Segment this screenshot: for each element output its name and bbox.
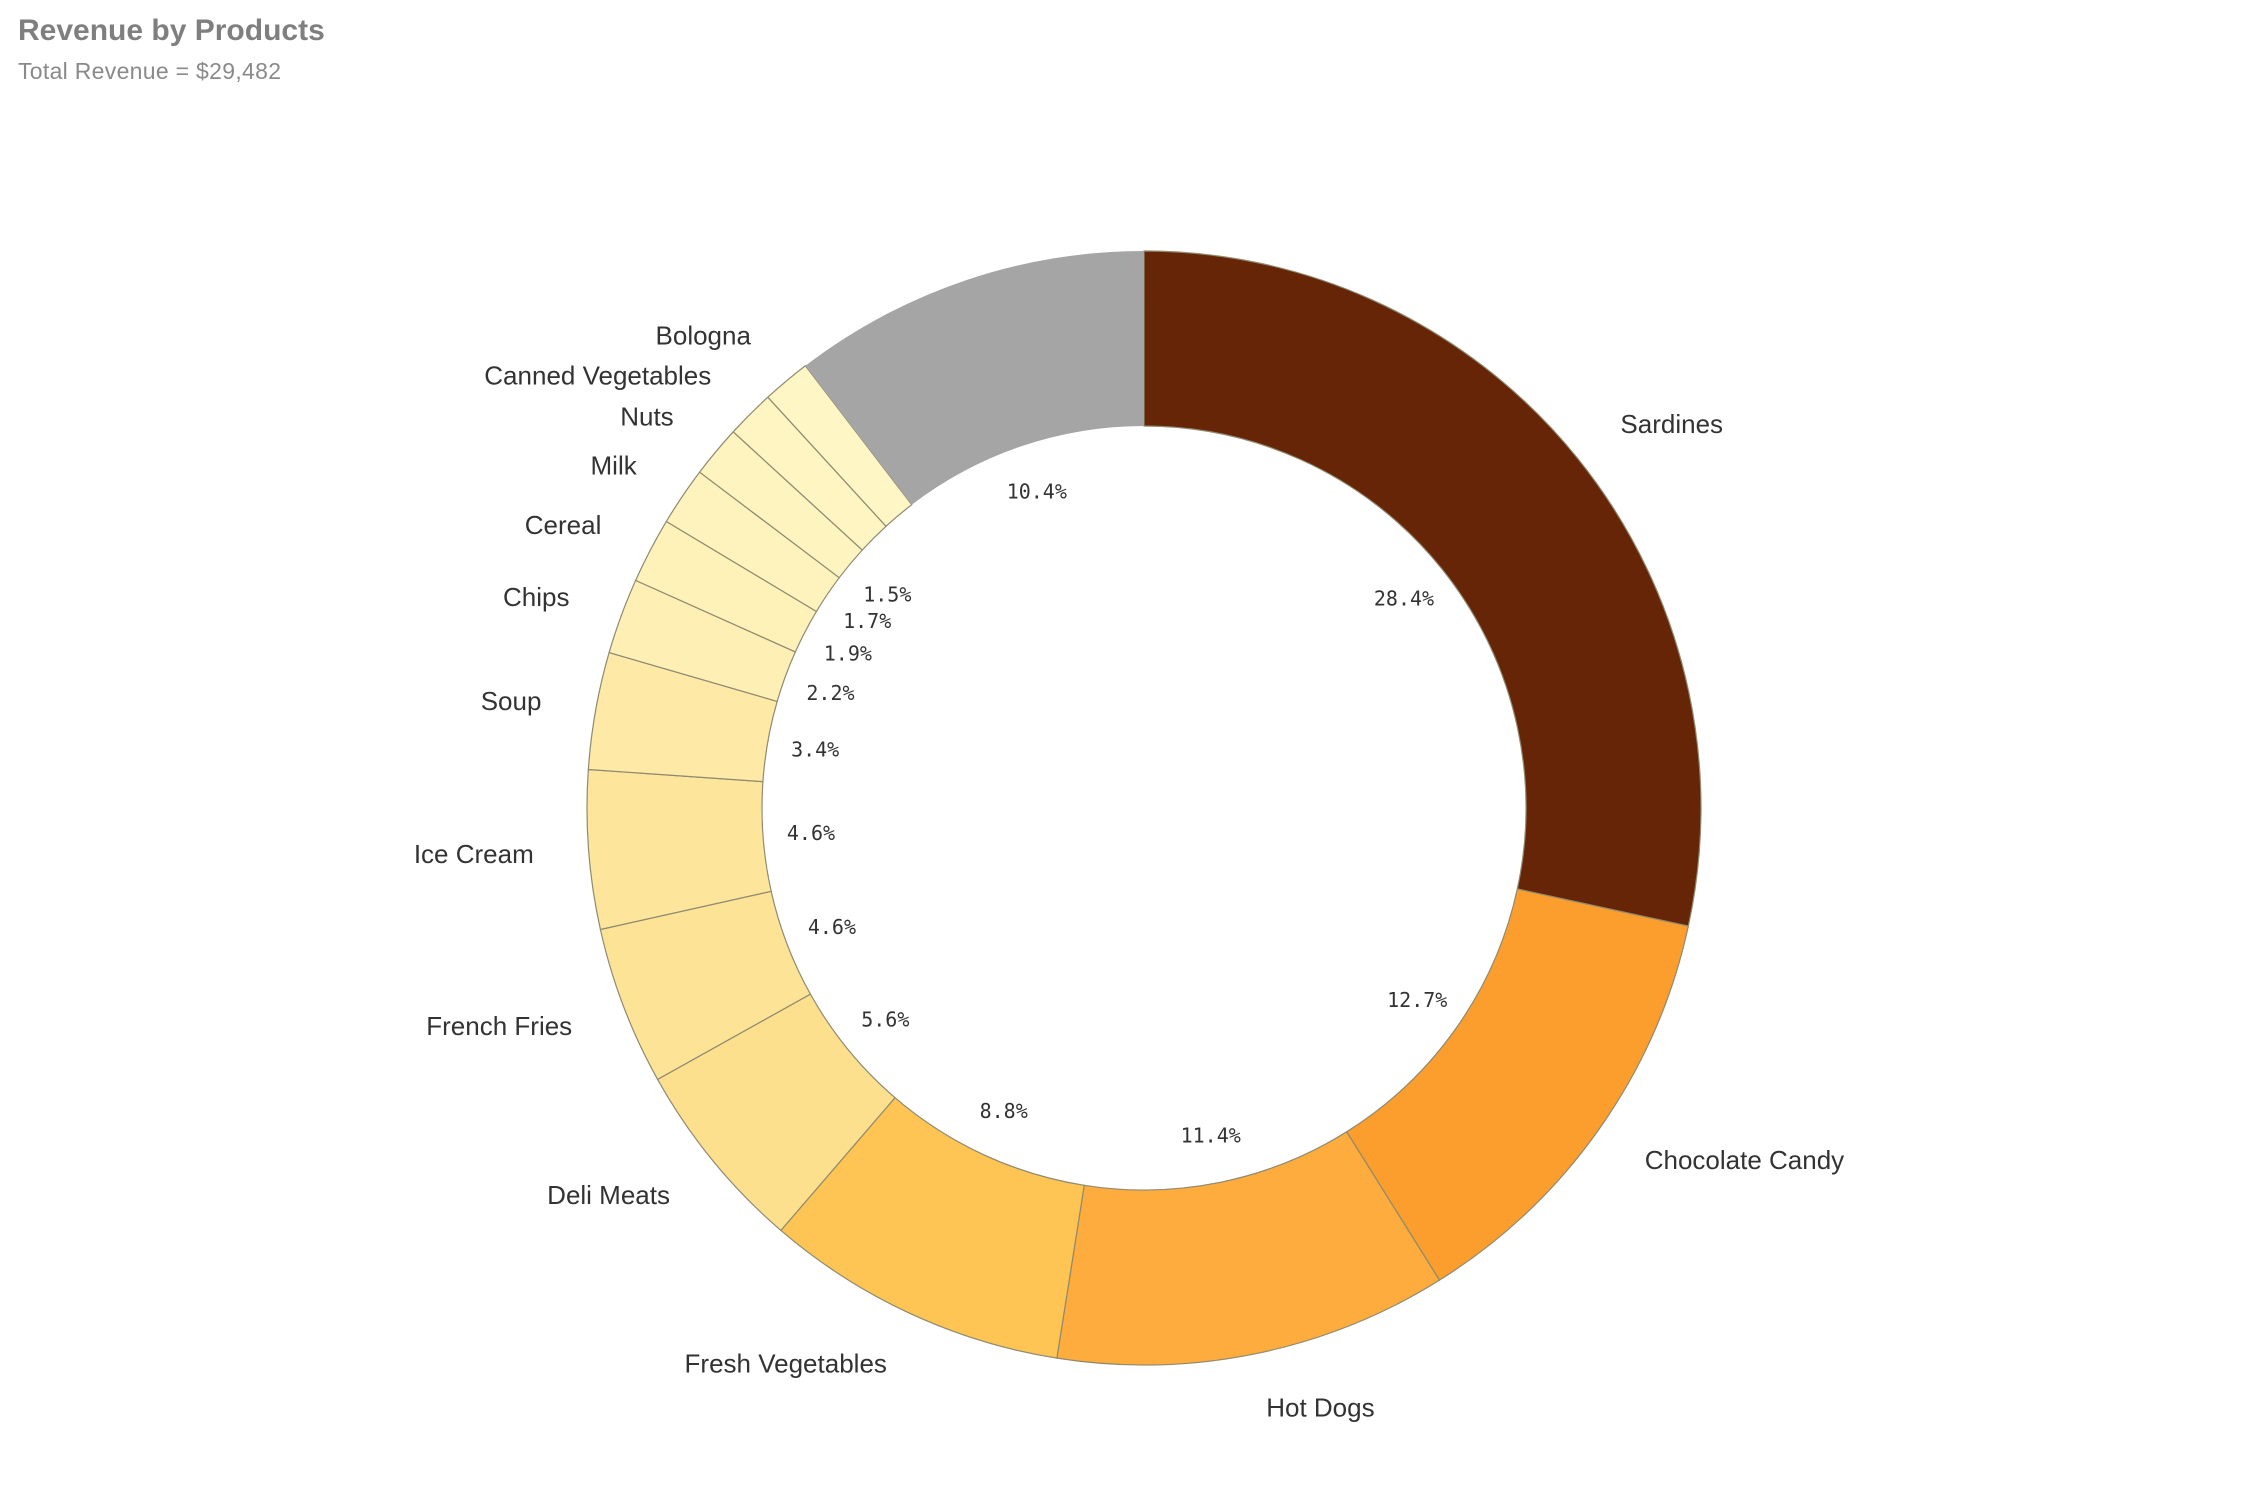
category-label: Sardines xyxy=(1620,409,1723,439)
data-label: 3.4% xyxy=(791,738,839,762)
data-label: 1.7% xyxy=(843,609,891,633)
slice-bologna[interactable] xyxy=(766,364,913,528)
category-label: Hot Dogs xyxy=(1266,1393,1374,1423)
category-label: French Fries xyxy=(426,1011,572,1041)
category-label: Ice Cream xyxy=(414,839,534,869)
chart-subtitle: Total Revenue = $29,482 xyxy=(18,58,282,84)
category-label: Fresh Vegetables xyxy=(685,1348,887,1378)
data-label: 12.7% xyxy=(1387,988,1447,1012)
category-label: Chips xyxy=(503,582,569,612)
data-label: 2.2% xyxy=(806,681,854,705)
data-label: 1.5% xyxy=(863,582,911,606)
chart-title: Revenue by Products xyxy=(18,14,325,47)
data-label: 28.4% xyxy=(1374,586,1434,610)
category-label: Soup xyxy=(481,686,542,716)
category-label: Deli Meats xyxy=(547,1180,670,1210)
category-label: Canned Vegetables xyxy=(484,360,711,390)
category-label: Nuts xyxy=(620,401,673,431)
category-label: Cereal xyxy=(525,510,602,540)
data-label: 5.6% xyxy=(861,1007,909,1031)
category-label: Milk xyxy=(591,451,638,481)
category-label: Chocolate Candy xyxy=(1645,1145,1844,1175)
slice-sardines[interactable] xyxy=(1143,250,1702,927)
data-label: 4.6% xyxy=(787,821,835,845)
data-label: 8.8% xyxy=(980,1099,1028,1123)
data-label: 1.9% xyxy=(824,642,872,666)
category-label: Bologna xyxy=(656,320,752,350)
data-label: 4.6% xyxy=(808,915,856,939)
slice-unlabeled[interactable] xyxy=(805,251,1144,505)
data-label: 11.4% xyxy=(1181,1123,1241,1147)
data-label: 10.4% xyxy=(1007,480,1067,504)
